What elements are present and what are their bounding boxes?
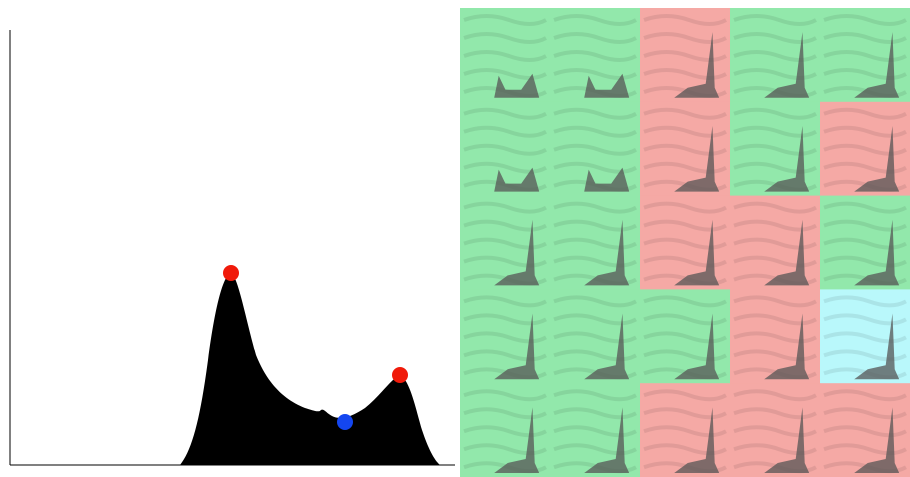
tile [460, 289, 551, 383]
tile [640, 289, 731, 383]
tile [820, 383, 910, 477]
tile [640, 196, 731, 290]
tile [460, 383, 551, 477]
tile [460, 8, 551, 102]
tile [820, 289, 910, 383]
page: (() => { const data = JSON.parse(documen… [0, 0, 910, 477]
tile [730, 289, 821, 383]
valley-marker [337, 414, 353, 430]
tile [640, 8, 731, 102]
tile [640, 102, 731, 196]
tile [460, 102, 551, 196]
tile [730, 8, 821, 102]
tile [550, 102, 641, 196]
histogram-panel [10, 30, 455, 465]
tile [730, 196, 821, 290]
tile [640, 383, 731, 477]
peak-marker [223, 265, 239, 281]
tile [730, 383, 821, 477]
tile [820, 102, 910, 196]
tile [820, 8, 910, 102]
peak-marker [392, 367, 408, 383]
tile [550, 8, 641, 102]
tile [550, 196, 641, 290]
tile [460, 196, 551, 290]
figure [0, 0, 910, 477]
tile [550, 383, 641, 477]
tile [820, 196, 910, 290]
tile [550, 289, 641, 383]
tile-grid [460, 8, 910, 477]
tile [730, 102, 821, 196]
